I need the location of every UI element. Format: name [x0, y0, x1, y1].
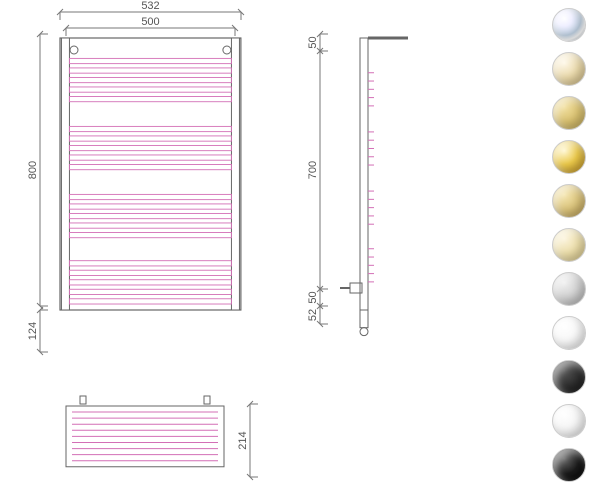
dim-50t: 50	[307, 36, 319, 48]
dim-52: 52	[307, 309, 319, 321]
top-view	[66, 396, 224, 467]
side-view	[340, 38, 408, 336]
swatch-brass[interactable]	[552, 184, 586, 218]
dim-500: 500	[141, 16, 159, 28]
swatch-silver-matte[interactable]	[552, 272, 586, 306]
color-swatch-list	[552, 8, 592, 482]
dim-124: 124	[27, 322, 39, 340]
swatch-black-matte[interactable]	[552, 360, 586, 394]
swatch-black-gloss[interactable]	[552, 448, 586, 482]
swatch-white-1[interactable]	[552, 316, 586, 350]
swatch-champagne-1[interactable]	[552, 52, 586, 86]
dim-800: 800	[27, 161, 39, 179]
swatch-gold-polish[interactable]	[552, 140, 586, 174]
swatch-white-2[interactable]	[552, 404, 586, 438]
swatch-gold-matte[interactable]	[552, 96, 586, 130]
swatch-champagne-2[interactable]	[552, 228, 586, 262]
dim-50b: 50	[307, 291, 319, 303]
technical-drawing: 532 500 800 124 50 700 50 52 214	[0, 0, 600, 500]
swatch-chrome[interactable]	[552, 8, 586, 42]
dim-700: 700	[307, 161, 319, 179]
front-view	[60, 38, 241, 310]
dim-214: 214	[237, 431, 249, 449]
dim-532: 532	[141, 0, 159, 12]
